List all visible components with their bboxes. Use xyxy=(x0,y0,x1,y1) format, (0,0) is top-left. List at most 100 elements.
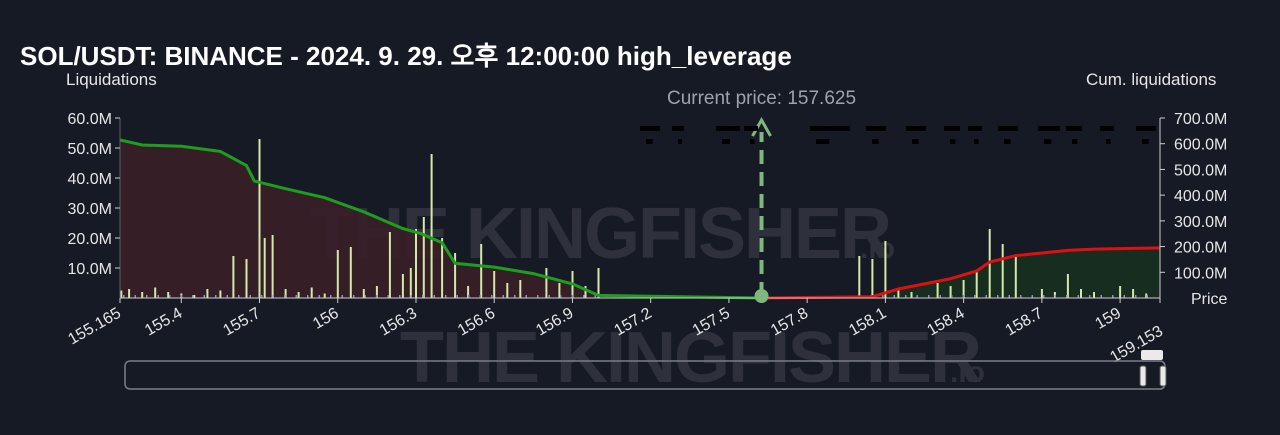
liquidation-bar xyxy=(362,289,365,298)
liquidation-bar xyxy=(141,292,144,298)
liquidation-bar-small xyxy=(169,295,171,298)
liquidation-bar-small xyxy=(1123,295,1125,298)
price-dash xyxy=(816,139,830,144)
price-dash xyxy=(744,126,758,131)
price-dash xyxy=(1136,126,1156,131)
liquidation-bar xyxy=(1080,289,1082,298)
liquidation-bar-small xyxy=(560,295,562,298)
price-dash xyxy=(640,126,660,131)
liquidation-bar xyxy=(936,283,939,298)
liquidation-bar xyxy=(584,286,587,298)
liquidation-bars xyxy=(120,139,1148,298)
left-tick-label: 50.0M xyxy=(68,141,112,158)
liquidation-bar-small xyxy=(422,295,424,298)
right-tick-label: 700.0M xyxy=(1174,111,1227,128)
watermark-text: THE KINGFISHER xyxy=(400,318,981,398)
liquidation-bar-small xyxy=(134,295,136,298)
price-dash xyxy=(950,139,956,144)
price-dash xyxy=(810,126,850,131)
slider-left-handle[interactable] xyxy=(1139,365,1147,387)
liquidation-bar xyxy=(193,295,196,298)
liquidation-bar xyxy=(154,287,157,298)
liquidation-bar xyxy=(506,283,509,298)
liquidation-bar-small xyxy=(997,295,999,298)
liquidation-bar xyxy=(1066,274,1069,298)
liquidation-bar xyxy=(323,293,326,298)
liquidation-bar-small xyxy=(284,295,286,298)
price-dash xyxy=(678,139,682,144)
x-tick-label: 155.165 xyxy=(65,305,124,349)
liquidation-bar-small xyxy=(491,295,493,298)
liquidation-bar-small xyxy=(146,295,148,298)
liquidation-bar xyxy=(310,287,313,298)
liquidation-bar-small xyxy=(123,295,125,298)
cum-lines xyxy=(119,138,1161,300)
x-tick-label: 156 xyxy=(310,305,342,333)
liquidation-bar-small xyxy=(353,295,355,298)
liquidation-bar-small xyxy=(238,295,240,298)
liquidation-bar-small xyxy=(330,295,332,298)
long-cum-line xyxy=(119,138,762,300)
x-tick-label: 155.4 xyxy=(142,305,185,340)
liquidation-bar xyxy=(258,139,261,298)
right-axis-title: Cum. liquidations xyxy=(1086,70,1217,89)
liquidation-bar-small xyxy=(215,295,217,298)
liquidation-bar-small xyxy=(203,295,205,298)
liquidation-bar xyxy=(975,271,978,298)
price-dash xyxy=(1004,139,1011,144)
liquidation-bar xyxy=(388,232,391,298)
x-tick-label: 155.7 xyxy=(220,305,263,340)
right-tick-label: 200.0M xyxy=(1174,240,1227,257)
price-dash xyxy=(974,139,979,144)
current-price-dot xyxy=(754,289,769,303)
liquidation-bar xyxy=(858,256,861,298)
range-slider[interactable] xyxy=(124,350,1167,390)
liquidation-bar-small xyxy=(387,295,389,298)
liquidation-bar xyxy=(1014,256,1017,298)
liquidation-bar-small xyxy=(261,295,263,298)
slider-menu-icon[interactable] xyxy=(1141,350,1163,360)
liquidation-bar xyxy=(962,280,965,298)
liquidation-bar xyxy=(167,292,170,298)
liquidation-bar-small xyxy=(364,295,366,298)
left-tick-label: 40.0M xyxy=(68,171,112,188)
liquidation-bar-small xyxy=(157,295,159,298)
liquidation-bar xyxy=(297,292,300,298)
liquidation-bar-small xyxy=(410,295,412,298)
liquidation-bar-small xyxy=(571,295,573,298)
liquidation-bar-small xyxy=(502,295,504,298)
liquidation-bar xyxy=(206,289,209,298)
liquidation-bar xyxy=(949,286,952,298)
liquidation-bar xyxy=(871,259,874,298)
right-tick-label: 600.0M xyxy=(1174,137,1227,154)
liquidation-bar xyxy=(401,274,404,298)
liquidation-bar xyxy=(1145,293,1148,298)
liquidation-bar-small xyxy=(1020,295,1022,298)
price-dash xyxy=(968,126,982,131)
slider-right-handle[interactable] xyxy=(1159,365,1167,387)
liquidation-bar-small xyxy=(1066,295,1068,298)
liquidation-bar xyxy=(409,268,412,298)
liquidation-bar-small xyxy=(905,295,907,298)
liquidation-bar xyxy=(422,217,425,298)
liquidation-bar xyxy=(375,286,378,298)
price-dash xyxy=(1100,126,1114,131)
left-tick-label: 60.0M xyxy=(68,111,112,128)
liquidation-bar xyxy=(519,280,522,298)
liquidation-bar xyxy=(884,241,887,298)
left-tick-label: 30.0M xyxy=(68,201,112,218)
liquidation-bar-small xyxy=(962,295,964,298)
liquidation-bar xyxy=(493,271,496,298)
liquidation-bar xyxy=(441,238,444,298)
liquidation-bar xyxy=(558,283,561,298)
liquidation-bar-small xyxy=(445,295,447,298)
liquidation-bar-small xyxy=(479,295,481,298)
liquidation-bar-small xyxy=(376,295,378,298)
liquidation-bar-small xyxy=(928,295,930,298)
liquidation-bar xyxy=(120,290,123,298)
price-dash xyxy=(646,139,653,144)
left-tick-label: 20.0M xyxy=(68,231,112,248)
liquidation-bar-small xyxy=(468,295,470,298)
